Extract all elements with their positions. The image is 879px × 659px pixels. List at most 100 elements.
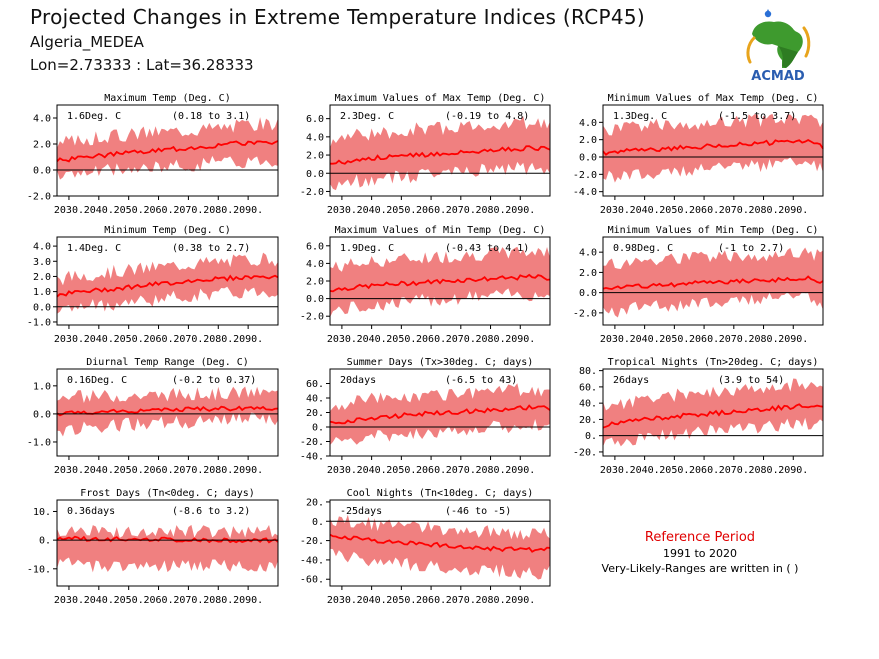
x-tick-label: 2070. bbox=[173, 595, 203, 606]
range-band bbox=[603, 113, 823, 183]
y-tick-label: 0. bbox=[312, 517, 324, 528]
y-tick-label: 3.0 bbox=[33, 257, 51, 268]
y-tick-label: 40. bbox=[306, 394, 324, 405]
x-tick-label: 2030. bbox=[327, 205, 357, 216]
x-tick-label: 2050. bbox=[659, 465, 689, 476]
chart-panel: -10. 0. 10. 2030. 2040. 2050. 2060. 2070. 2080. 2… bbox=[27, 488, 279, 606]
x-tick-label: 2060. bbox=[143, 334, 173, 345]
y-tick-label: -2.0 bbox=[300, 187, 324, 198]
range-label: (-46 to -5) bbox=[445, 506, 511, 517]
mean-value-label: 2.3Deg. C bbox=[340, 111, 394, 122]
x-tick-label: 2040. bbox=[630, 334, 660, 345]
range-band bbox=[330, 116, 550, 191]
x-tick-label: 2090. bbox=[778, 205, 808, 216]
y-tick-label: 2.0 bbox=[306, 151, 324, 162]
x-tick-label: 2070. bbox=[446, 465, 476, 476]
chart-panel: -4.0 -2.0 0.0 2.0 4.0 2030. 2040. 2050. 2060. 207… bbox=[573, 93, 824, 216]
mean-change-line bbox=[329, 533, 551, 553]
x-tick-label: 2060. bbox=[416, 595, 446, 606]
reference-years: 1991 to 2020 bbox=[662, 547, 738, 560]
mean-value-label: -25days bbox=[340, 506, 382, 517]
x-tick-label: 2030. bbox=[54, 595, 84, 606]
chart-title: Tropical Nights (Tn>20deg. C; days) bbox=[608, 357, 819, 368]
reference-legend: Reference Period 1991 to 2020 Very-Likel… bbox=[580, 530, 820, 575]
x-tick-label: 2030. bbox=[327, 334, 357, 345]
x-tick-label: 2070. bbox=[719, 334, 749, 345]
y-tick-label: -1.0 bbox=[27, 317, 51, 328]
y-tick-label: 4.0 bbox=[33, 114, 51, 125]
plot-frame bbox=[56, 368, 279, 457]
chart-panel: -2.0 0.0 2.0 4.0 6.0 2030. 2040. 2050. 2060. 2070… bbox=[300, 93, 551, 216]
x-tick-label: 2070. bbox=[446, 334, 476, 345]
x-tick-label: 2050. bbox=[114, 465, 144, 476]
x-tick-label: 2040. bbox=[84, 205, 114, 216]
x-tick-label: 2060. bbox=[143, 595, 173, 606]
mean-change-line bbox=[329, 273, 551, 293]
x-tick-label: 2080. bbox=[748, 465, 778, 476]
x-tick-label: 2060. bbox=[416, 205, 446, 216]
mean-change-line bbox=[329, 404, 551, 425]
y-tick-label: 2.0 bbox=[33, 272, 51, 283]
y-tick-label: -4.0 bbox=[573, 187, 597, 198]
x-tick-label: 2040. bbox=[630, 465, 660, 476]
x-tick-label: 2080. bbox=[475, 334, 505, 345]
range-label: (-1.5 to 3.7) bbox=[718, 111, 796, 122]
chart-title: Summer Days (Tx>30deg. C; days) bbox=[347, 357, 534, 368]
reference-note: Very-Likely-Ranges are written in ( ) bbox=[601, 562, 799, 575]
x-tick-label: 2060. bbox=[689, 465, 719, 476]
x-tick-label: 2080. bbox=[203, 595, 233, 606]
mean-value-label: 1.6Deg. C bbox=[67, 111, 121, 122]
y-tick-label: 4.0 bbox=[579, 248, 597, 259]
x-tick-label: 2030. bbox=[54, 205, 84, 216]
x-tick-label: 2080. bbox=[475, 595, 505, 606]
x-tick-label: 2040. bbox=[357, 205, 387, 216]
x-tick-label: 2070. bbox=[173, 334, 203, 345]
x-tick-label: 2050. bbox=[386, 334, 416, 345]
africa-map-icon bbox=[746, 9, 811, 68]
y-tick-label: -20. bbox=[300, 437, 324, 448]
x-tick-label: 2060. bbox=[689, 334, 719, 345]
x-tick-label: 2070. bbox=[173, 205, 203, 216]
x-tick-label: 2040. bbox=[630, 205, 660, 216]
x-tick-label: 2090. bbox=[233, 205, 263, 216]
mean-value-label: 0.98Deg. C bbox=[613, 243, 673, 254]
y-tick-label: 4.0 bbox=[306, 259, 324, 270]
mean-value-label: 0.36days bbox=[67, 506, 115, 517]
y-tick-label: 0.0 bbox=[579, 153, 597, 164]
x-tick-label: 2080. bbox=[203, 334, 233, 345]
mean-value-label: 26days bbox=[613, 375, 649, 386]
y-tick-label: 1.0 bbox=[33, 381, 51, 392]
chart-panel: -1.0 0.0 1.0 2030. 2040. 2050. 2060. 2070. 2080.… bbox=[27, 357, 279, 476]
chart-title: Diurnal Temp Range (Deg. C) bbox=[86, 357, 249, 368]
x-tick-label: 2070. bbox=[719, 465, 749, 476]
mean-change-line bbox=[602, 403, 824, 429]
y-tick-label: 60. bbox=[579, 382, 597, 393]
x-tick-label: 2050. bbox=[386, 595, 416, 606]
y-tick-label: 60. bbox=[306, 379, 324, 390]
acmad-logo: ACMAD bbox=[746, 9, 811, 84]
y-tick-label: 20. bbox=[306, 408, 324, 419]
x-tick-label: 2060. bbox=[689, 205, 719, 216]
y-tick-label: 0. bbox=[39, 536, 51, 547]
x-tick-label: 2090. bbox=[505, 205, 535, 216]
mean-change-line bbox=[602, 275, 824, 291]
x-tick-label: 2060. bbox=[143, 465, 173, 476]
mean-value-label: 1.3Deg. C bbox=[613, 111, 667, 122]
y-tick-label: 2.0 bbox=[579, 135, 597, 146]
x-tick-label: 2040. bbox=[357, 465, 387, 476]
y-tick-label: 0.0 bbox=[306, 294, 324, 305]
y-tick-label: -20. bbox=[573, 447, 597, 458]
y-tick-label: 0.0 bbox=[33, 302, 51, 313]
x-tick-label: 2030. bbox=[600, 465, 630, 476]
x-tick-label: 2030. bbox=[327, 465, 357, 476]
y-tick-label: 0. bbox=[312, 423, 324, 434]
mean-change-line bbox=[56, 535, 279, 544]
mean-change-line bbox=[56, 140, 279, 163]
x-tick-label: 2090. bbox=[505, 334, 535, 345]
x-tick-label: 2080. bbox=[203, 205, 233, 216]
x-tick-label: 2070. bbox=[719, 205, 749, 216]
y-tick-label: 4.0 bbox=[579, 118, 597, 129]
x-tick-label: 2080. bbox=[475, 465, 505, 476]
